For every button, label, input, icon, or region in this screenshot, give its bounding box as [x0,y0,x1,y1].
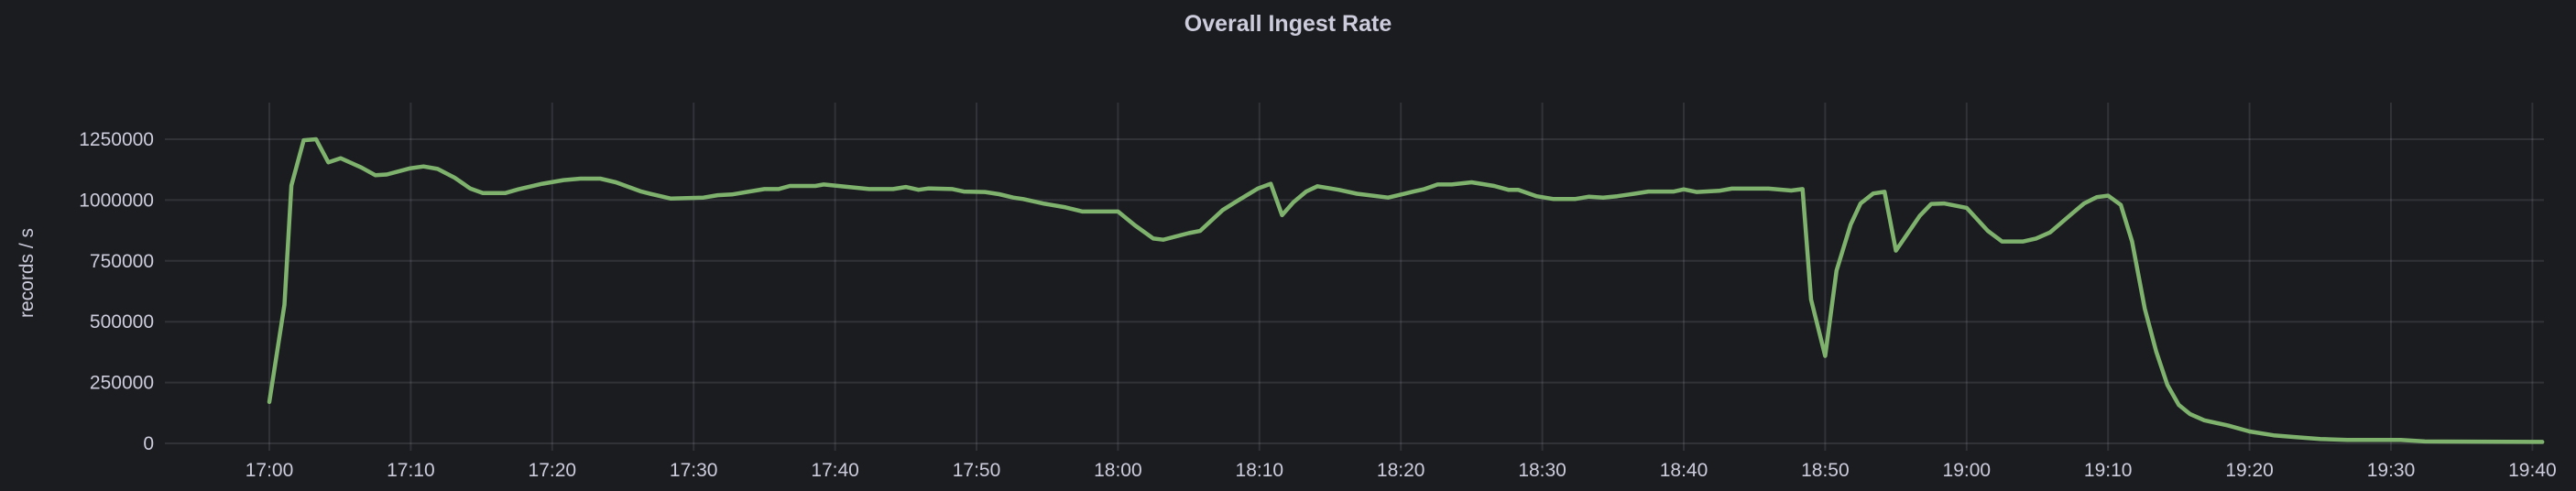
series-line-overall-ingest-rate [267,136,2545,444]
grid [165,103,2544,451]
x-tick-label: 17:10 [387,460,435,481]
x-tick-label: 17:50 [953,460,1001,481]
y-axis-ticks: 0 250000 500000 750000 1000000 1250000 [79,129,154,454]
chart-title: Overall Ingest Rate [1184,11,1392,37]
x-tick-label: 18:20 [1377,460,1425,481]
y-tick-label: 250000 [90,373,154,394]
x-tick-label: 17:00 [246,460,294,481]
x-tick-label: 18:30 [1518,460,1566,481]
x-tick-label: 18:10 [1236,460,1284,481]
x-tick-label: 19:40 [2508,460,2557,481]
x-axis-ticks: 17:00 17:10 17:20 17:30 17:40 17:50 18:00 18:10… [246,460,2557,481]
x-tick-label: 18:00 [1094,460,1142,481]
x-tick-label: 19:30 [2367,460,2416,481]
x-tick-label: 19:00 [1943,460,1992,481]
x-tick-label: 18:50 [1801,460,1850,481]
x-tick-label: 18:40 [1660,460,1708,481]
y-tick-label: 1000000 [79,190,154,211]
x-tick-label: 17:20 [529,460,577,481]
y-tick-label: 750000 [90,251,154,272]
y-tick-label: 1250000 [79,129,154,150]
x-tick-label: 19:20 [2225,460,2274,481]
y-tick-label: 500000 [90,311,154,333]
x-tick-label: 17:40 [811,460,859,481]
y-tick-label: 0 [143,433,154,454]
series-layer [267,136,2545,444]
x-tick-label: 19:10 [2084,460,2133,481]
x-tick-label: 17:30 [670,460,718,481]
